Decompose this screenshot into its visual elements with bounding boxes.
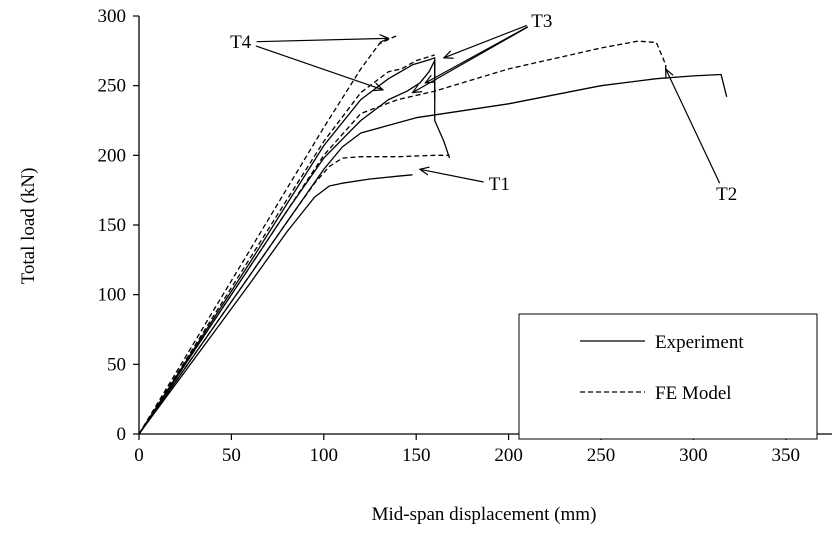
x-tick-label: 50	[222, 445, 241, 466]
series-line-t2-fe-model	[138, 40, 667, 435]
x-tick-label: 350	[772, 445, 801, 466]
y-tick-label: 250	[98, 76, 127, 97]
x-tick-label: 150	[402, 445, 431, 466]
annotation-layer: T1 T2 T3 T4	[230, 11, 737, 205]
x-tick-label: 250	[587, 445, 616, 466]
series-line-t4-experiment	[138, 57, 436, 435]
legend-label-experiment: Experiment	[655, 332, 744, 353]
axes: 0 50 100 150 200 250 300 350 0 50 100 150 200 250 300	[98, 6, 832, 466]
annotation-arrow	[666, 69, 721, 184]
series-line-t1-fe-model	[138, 154, 450, 435]
annotation-arrow	[420, 169, 484, 183]
x-axis-title: Mid-span displacement (mm)	[372, 504, 597, 525]
y-axis-title: Total load (kN)	[18, 168, 39, 285]
y-tick-label: 200	[98, 145, 127, 166]
legend-box	[518, 313, 818, 440]
y-tick-label: 100	[98, 285, 127, 306]
x-tick-label: 100	[310, 445, 339, 466]
annotation-label-t1: T1	[489, 174, 510, 195]
legend-label-fe-model: FE Model	[655, 383, 732, 404]
annotation-arrow	[256, 38, 389, 41]
annotation-arrow	[255, 45, 383, 90]
annotation-arrow	[444, 24, 528, 57]
annotation-label-t3: T3	[531, 11, 552, 32]
x-tick-label: 200	[494, 445, 523, 466]
series-line-t1-experiment	[138, 174, 413, 435]
y-tick-label: 0	[117, 424, 127, 445]
annotation-arrow	[413, 26, 529, 93]
x-tick-label: 300	[679, 445, 708, 466]
series-line-t3-fe-model	[138, 54, 435, 435]
series-line-t3-experiment	[138, 59, 451, 435]
annotation-label-t4: T4	[230, 32, 252, 53]
x-tick-label: 0	[134, 445, 144, 466]
annotation-label-t2: T2	[716, 184, 737, 205]
legend: Experiment FE Model	[518, 313, 818, 440]
y-tick-label: 150	[98, 215, 127, 236]
y-tick-label: 300	[98, 6, 127, 27]
y-tick-label: 50	[107, 354, 126, 375]
series-line-t2-experiment	[138, 73, 728, 435]
